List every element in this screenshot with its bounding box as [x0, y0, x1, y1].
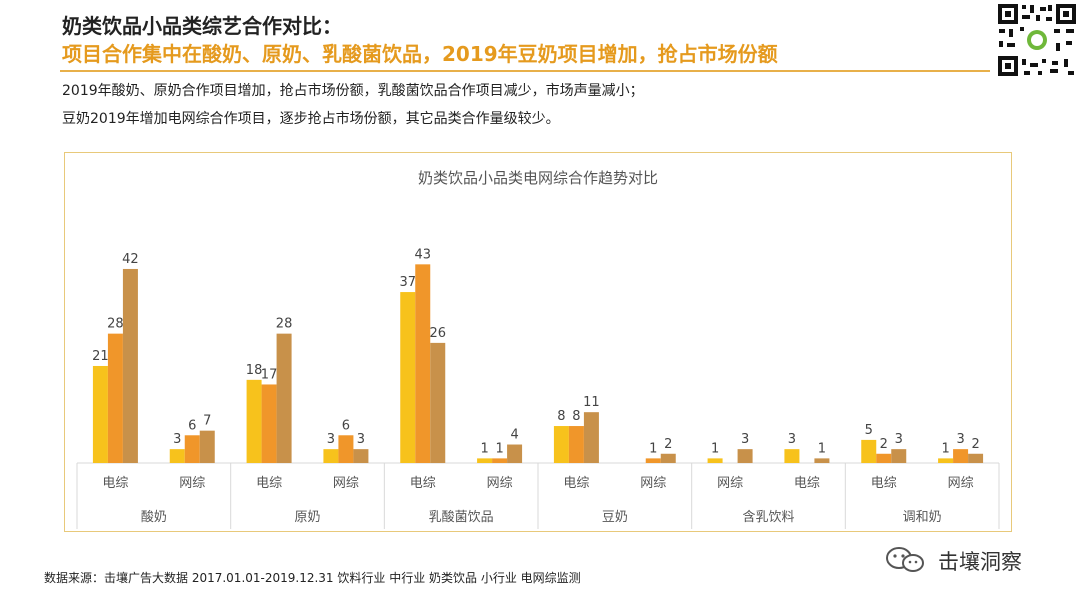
- data-label: 1: [941, 441, 949, 456]
- data-label: 3: [173, 432, 181, 447]
- data-label: 21: [92, 349, 109, 364]
- bar-2019-2: [199, 430, 215, 463]
- bar-2017-5: [400, 292, 416, 463]
- subcategory-label: 网综: [333, 476, 359, 491]
- data-label: 17: [261, 367, 278, 382]
- bar-2019-7: [583, 412, 599, 463]
- data-label: 8: [557, 409, 565, 424]
- data-label: 26: [429, 326, 446, 341]
- subcategory-label: 电综: [794, 476, 820, 491]
- bar-2017-10: [784, 449, 800, 463]
- description-line-1: 2019年酸奶、原奶合作项目增加，抢占市场份额，乳酸菌饮品合作项目减少，市场声量…: [62, 83, 644, 99]
- data-label: 1: [495, 441, 503, 456]
- data-label: 7: [203, 414, 211, 429]
- data-label: 8: [572, 409, 580, 424]
- subcategory-label: 电综: [256, 476, 282, 491]
- category-label: 豆奶: [602, 510, 628, 525]
- bar-2017-9: [707, 458, 723, 463]
- title-line-1: 奶类饮品小品类综艺合作对比：: [62, 14, 342, 38]
- bar-2017-6: [477, 458, 493, 463]
- bar-2019-4: [353, 449, 369, 463]
- bar-2019-1: [122, 268, 138, 463]
- data-label: 11: [583, 395, 600, 410]
- data-label: 1: [649, 441, 657, 456]
- data-label: 5: [865, 423, 873, 438]
- bar-2017-4: [323, 449, 339, 463]
- subcategory-label: 网综: [640, 476, 666, 491]
- bar-2017-12: [938, 458, 954, 463]
- data-label: 3: [895, 432, 903, 447]
- wechat-icon: [886, 547, 924, 572]
- description-line-2: 豆奶2019年增加电网综合作项目，逐步抢占市场份额，其它品类合作量级较少。: [62, 111, 560, 127]
- data-label: 42: [122, 252, 139, 267]
- bar-2019-9: [737, 449, 753, 463]
- category-label: 原奶: [294, 510, 320, 525]
- bar-2018-5: [415, 264, 431, 463]
- brand-name: 击壤洞察: [938, 550, 1022, 574]
- subcategory-label: 网综: [179, 476, 205, 491]
- bar-2018-1: [107, 333, 123, 463]
- data-label: 1: [711, 441, 719, 456]
- bar-2018-11: [876, 453, 892, 463]
- data-label: 4: [510, 428, 518, 443]
- data-label: 3: [741, 432, 749, 447]
- subcategory-label: 电综: [102, 476, 128, 491]
- data-label: 1: [818, 441, 826, 456]
- subcategory-label: 电综: [410, 476, 436, 491]
- bar-2018-3: [261, 384, 277, 463]
- data-label: 2: [664, 437, 672, 452]
- category-label: 含乳饮料: [742, 509, 794, 525]
- bar-2018-4: [338, 435, 354, 463]
- data-label: 18: [246, 363, 263, 378]
- data-label: 3: [357, 432, 365, 447]
- data-label: 6: [188, 418, 196, 433]
- data-label: 37: [399, 275, 416, 290]
- bar-2018-8: [645, 458, 661, 463]
- title-line-2: 项目合作集中在酸奶、原奶、乳酸菌饮品，2019年豆奶项目增加，抢占市场份额: [62, 42, 778, 66]
- bar-2018-6: [492, 458, 508, 463]
- qr-code-icon: [996, 2, 1078, 78]
- bar-2017-3: [246, 379, 262, 463]
- bar-2017-2: [169, 449, 185, 463]
- bar-2019-3: [276, 333, 292, 463]
- bar-2019-8: [660, 453, 676, 463]
- data-label: 6: [342, 418, 350, 433]
- subcategory-label: 网综: [487, 476, 513, 491]
- bar-2019-11: [891, 449, 907, 463]
- data-label: 2: [880, 437, 888, 452]
- category-label: 调和奶: [903, 510, 942, 525]
- bar-2018-2: [184, 435, 200, 463]
- data-source-note: 数据来源：击壤广告大数据 2017.01.01-2019.12.31 饮料行业 …: [44, 571, 581, 585]
- title-divider: [60, 70, 990, 72]
- data-label: 43: [414, 247, 431, 262]
- chart-title: 奶类饮品小品类电网综合作趋势对比: [417, 169, 658, 187]
- data-label: 1: [480, 441, 488, 456]
- bar-2017-11: [861, 439, 877, 463]
- chart-container: 奶类饮品小品类电网综合作趋势对比 21 28 42 电综 3 6 7 网综 18 17 28 电综 3 6…: [64, 152, 1012, 532]
- subcategory-label: 电综: [563, 476, 589, 491]
- bar-2018-7: [568, 426, 584, 463]
- data-label: 2: [971, 437, 979, 452]
- bar-2017-1: [92, 365, 108, 463]
- bar-2017-7: [553, 426, 569, 463]
- bar-2019-6: [507, 444, 523, 463]
- data-label: 3: [327, 432, 335, 447]
- category-label: 乳酸菌饮品: [429, 510, 494, 525]
- bar-2019-12: [968, 453, 984, 463]
- category-label: 酸奶: [141, 510, 167, 525]
- data-label: 28: [276, 317, 293, 332]
- data-label: 3: [956, 432, 964, 447]
- data-label: 28: [107, 317, 124, 332]
- bar-2019-10: [814, 458, 830, 463]
- subcategory-label: 网综: [948, 476, 974, 491]
- data-label: 3: [788, 432, 796, 447]
- subcategory-label: 网综: [717, 476, 743, 491]
- subcategory-label: 电综: [871, 476, 897, 491]
- bar-2018-12: [953, 449, 969, 463]
- bar-2019-5: [430, 342, 446, 463]
